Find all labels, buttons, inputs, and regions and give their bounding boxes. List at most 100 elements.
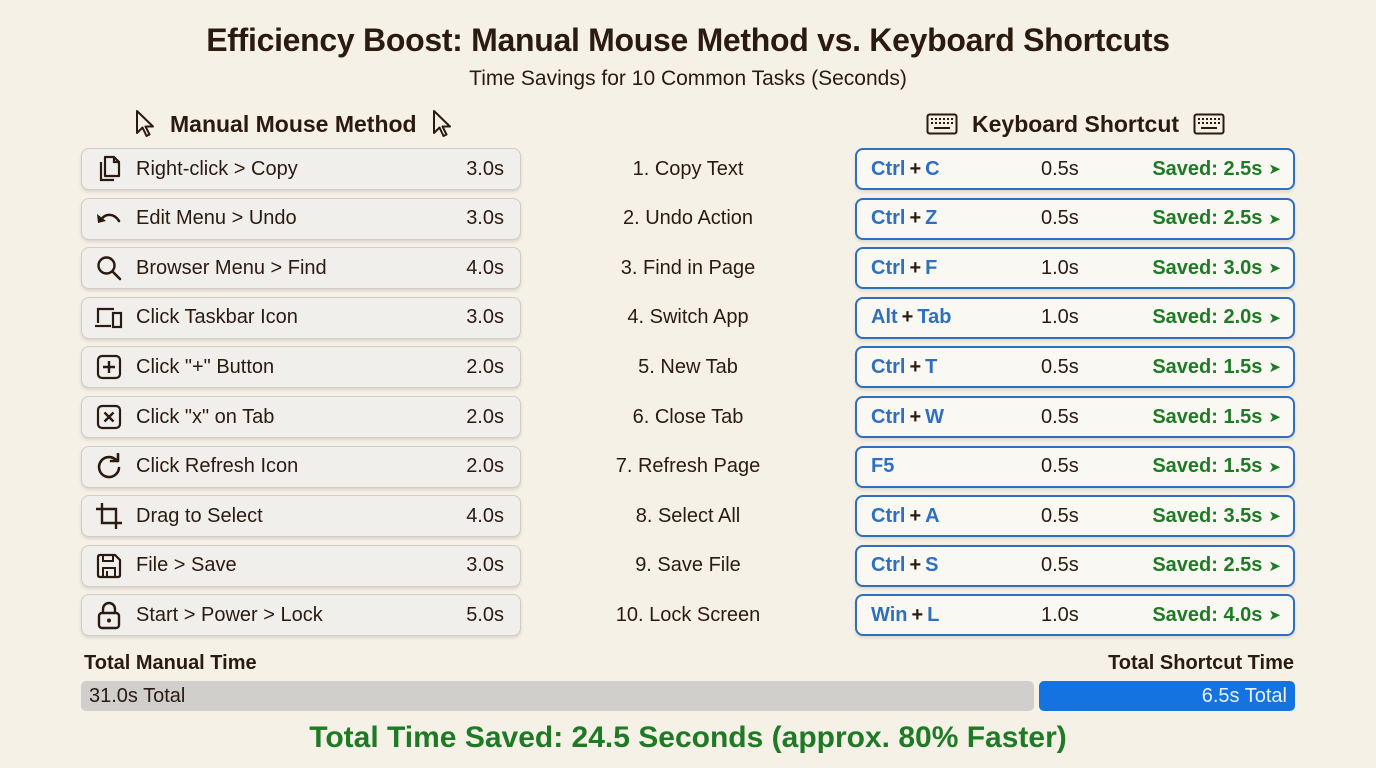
key: W xyxy=(925,405,945,428)
key: T xyxy=(925,355,938,378)
manual-method-label: Start > Power > Lock xyxy=(136,603,323,626)
manual-method-card: Click "x" on Tab 2.0s xyxy=(81,396,521,438)
task-row: Start > Power > Lock 5.0s 10. Lock Scree… xyxy=(0,594,1376,638)
saved-time: Saved: 4.0s xyxy=(1152,603,1263,626)
task-name: 3. Find in Page xyxy=(620,256,756,279)
shortcut-card: Win + L 1.0s Saved: 4.0s ➤ xyxy=(855,594,1295,637)
manual-method-label: Click "+" Button xyxy=(136,355,275,378)
plus-sign: + xyxy=(909,355,922,378)
shortcut-time: 1.0s xyxy=(1041,306,1079,329)
plus-sign: + xyxy=(909,256,922,279)
saved-time: Saved: 2.0s xyxy=(1152,306,1263,329)
manual-method-label: Edit Menu > Undo xyxy=(136,207,297,230)
mouse-pointer-icon xyxy=(431,109,453,139)
manual-method-card: Click Refresh Icon 2.0s xyxy=(81,445,521,488)
shortcut-total-bar: 6.5s Total xyxy=(1039,681,1295,711)
key: Tab xyxy=(917,306,952,329)
task-name: 6. Close Tab xyxy=(632,405,744,428)
undo-icon xyxy=(94,204,124,234)
task-name: 4. Switch App xyxy=(627,306,749,329)
manual-method-card: File > Save 3.0s xyxy=(81,544,521,587)
plus-sign: + xyxy=(909,405,922,428)
saved-time: Saved: 2.5s xyxy=(1152,207,1263,230)
manual-method-card: Click Taskbar Icon 3.0s xyxy=(81,296,521,339)
task-name: 10. Lock Screen xyxy=(615,603,761,626)
manual-total-bar: 31.0s Total xyxy=(81,681,1034,711)
total-manual-label: Total Manual Time xyxy=(84,652,257,674)
arrow-right-icon: ➤ xyxy=(1268,161,1281,178)
key-combo: F5 xyxy=(871,455,1041,478)
mouse-pointer-icon xyxy=(134,109,156,139)
manual-time: 2.0s xyxy=(466,455,504,478)
manual-method-card: Browser Menu > Find 4.0s xyxy=(81,247,521,290)
shortcut-time: 0.5s xyxy=(1041,157,1079,180)
shortcut-card: Ctrl + F 1.0s Saved: 3.0s ➤ xyxy=(855,247,1295,290)
manual-column-header: Manual Mouse Method xyxy=(134,108,453,140)
task-name: 9. Save File xyxy=(635,554,741,577)
shortcut-card: Ctrl + Z 0.5s Saved: 2.5s ➤ xyxy=(855,197,1295,240)
shortcut-card: Ctrl + A 0.5s Saved: 3.5s ➤ xyxy=(855,495,1295,538)
task-name: 2. Undo Action xyxy=(622,207,754,230)
arrow-right-icon: ➤ xyxy=(1268,508,1281,526)
saved-time: Saved: 2.5s xyxy=(1152,554,1263,577)
key-combo: Win + L xyxy=(871,604,1041,627)
time-saved-summary: Total Time Saved: 24.5 Seconds (approx. … xyxy=(309,721,1067,754)
shortcut-column-header: Keyboard Shortcut xyxy=(926,108,1225,140)
manual-time: 3.0s xyxy=(466,306,504,329)
manual-method-label: Click Refresh Icon xyxy=(136,455,299,478)
plus-sign: + xyxy=(909,157,922,180)
saved-time: Saved: 3.5s xyxy=(1152,504,1263,527)
save-icon xyxy=(94,551,124,581)
keyboard-icon xyxy=(1193,113,1225,135)
task-row: Right-click > Copy 3.0s 1. Copy Text Ctr… xyxy=(0,148,1376,192)
manual-method-card: Right-click > Copy 3.0s xyxy=(81,148,521,190)
key: Ctrl xyxy=(871,256,906,279)
key: C xyxy=(925,157,940,180)
manual-method-card: Edit Menu > Undo 3.0s xyxy=(81,197,521,240)
task-row: Click Taskbar Icon 3.0s 4. Switch App Al… xyxy=(0,296,1376,341)
manual-method-card: Click "+" Button 2.0s xyxy=(81,346,521,389)
key: Win xyxy=(871,603,908,626)
plus-box-icon xyxy=(94,352,124,382)
manual-time: 5.0s xyxy=(466,603,504,626)
manual-column-title: Manual Mouse Method xyxy=(170,110,417,137)
close-box-icon xyxy=(94,402,124,432)
arrow-right-icon: ➤ xyxy=(1268,309,1281,327)
shortcut-time: 0.5s xyxy=(1041,405,1079,428)
manual-time: 3.0s xyxy=(466,207,504,230)
page-subtitle: Time Savings for 10 Common Tasks (Second… xyxy=(469,67,907,90)
shortcut-total-value: 6.5s Total xyxy=(1201,684,1287,707)
key: Ctrl xyxy=(871,207,906,230)
task-name: 1. Copy Text xyxy=(632,157,744,180)
manual-method-label: Right-click > Copy xyxy=(136,157,298,180)
arrow-right-icon: ➤ xyxy=(1268,409,1281,426)
arrow-right-icon: ➤ xyxy=(1268,557,1281,575)
shortcut-card: Ctrl + S 0.5s Saved: 2.5s ➤ xyxy=(855,544,1295,587)
page-title: Efficiency Boost: Manual Mouse Method vs… xyxy=(206,22,1170,58)
task-row: Browser Menu > Find 4.0s 3. Find in Page… xyxy=(0,247,1376,291)
shortcut-card: F5 0.5s Saved: 1.5s ➤ xyxy=(855,445,1295,488)
task-row: Drag to Select 4.0s 8. Select All Ctrl + A… xyxy=(0,495,1376,539)
arrow-right-icon: ➤ xyxy=(1268,359,1281,377)
keyboard-icon xyxy=(926,113,958,135)
key: F5 xyxy=(871,455,895,478)
manual-time: 2.0s xyxy=(466,405,504,428)
plus-sign: + xyxy=(909,504,922,527)
key-combo: Ctrl + S xyxy=(871,554,1041,577)
task-row: File > Save 3.0s 9. Save File Ctrl + S 0.5… xyxy=(0,544,1376,589)
saved-time: Saved: 2.5s xyxy=(1152,157,1263,180)
manual-total-value: 31.0s Total xyxy=(89,684,186,707)
arrow-right-icon: ➤ xyxy=(1268,458,1281,476)
shortcut-time: 0.5s xyxy=(1041,504,1079,527)
taskbar-icon xyxy=(94,303,124,333)
refresh-icon xyxy=(94,452,124,482)
manual-time: 3.0s xyxy=(466,554,504,577)
saved-time: Saved: 1.5s xyxy=(1152,355,1263,378)
task-row: Click "+" Button 2.0s 5. New Tab Ctrl + T … xyxy=(0,346,1376,390)
saved-time: Saved: 1.5s xyxy=(1152,405,1263,428)
shortcut-card: Ctrl + T 0.5s Saved: 1.5s ➤ xyxy=(855,346,1295,389)
arrow-right-icon: ➤ xyxy=(1268,607,1281,625)
plus-sign: + xyxy=(909,554,922,577)
copy-icon xyxy=(94,154,124,184)
key: Z xyxy=(925,207,938,230)
